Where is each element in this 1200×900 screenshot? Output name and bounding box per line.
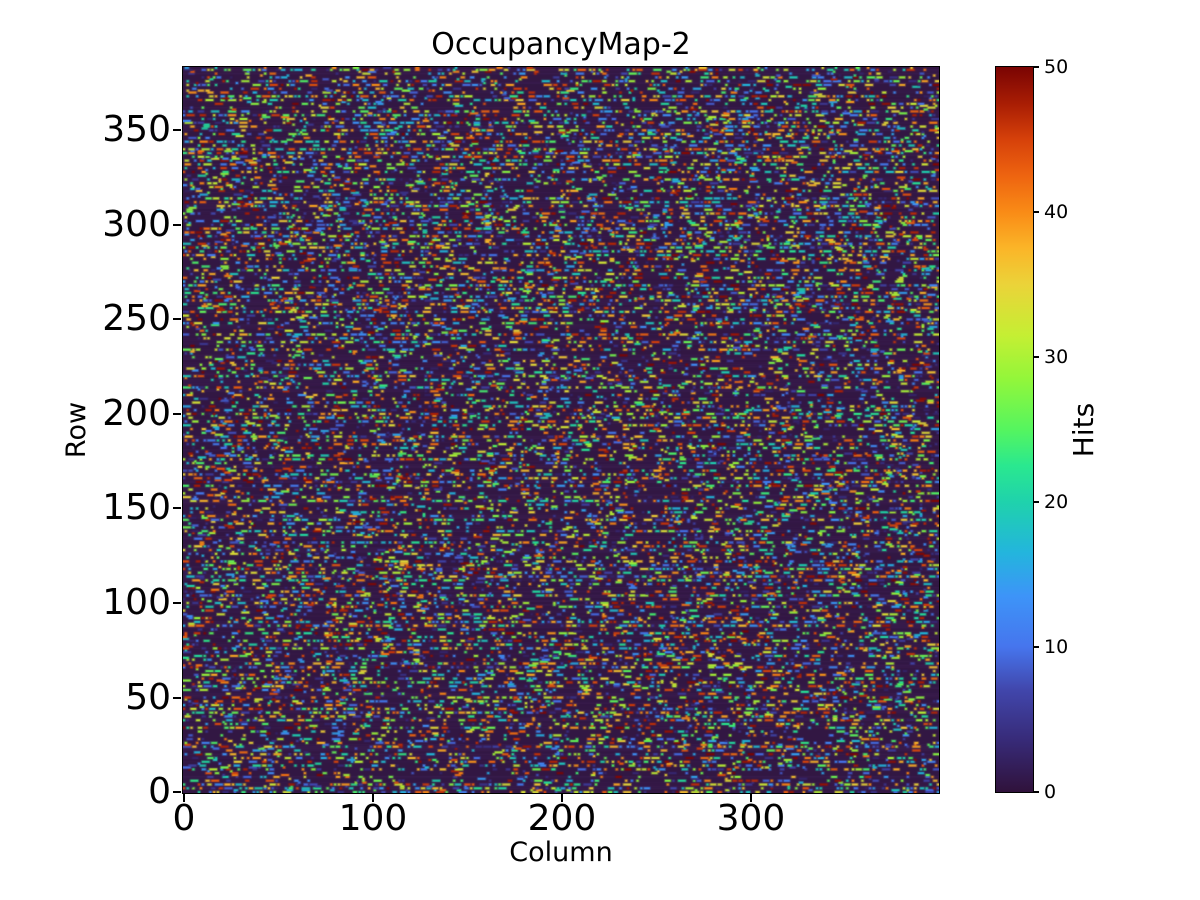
x-axis-label: Column xyxy=(509,837,613,868)
colorbar-tick-label: 30 xyxy=(1044,346,1069,368)
x-tick-label: 200 xyxy=(527,798,597,839)
occupancy-heatmap-canvas xyxy=(183,67,939,793)
y-tick-mark xyxy=(173,696,181,699)
y-tick-label: 250 xyxy=(102,298,171,340)
colorbar-tick-label: 0 xyxy=(1044,781,1057,803)
colorbar xyxy=(995,66,1034,793)
x-tick-mark xyxy=(182,794,185,802)
colorbar-label: Hits xyxy=(1067,402,1100,458)
colorbar-tick-label: 10 xyxy=(1044,636,1069,658)
heatmap-frame xyxy=(182,66,940,794)
x-tick-mark xyxy=(371,794,374,802)
x-tick-mark xyxy=(749,794,752,802)
y-tick-label: 200 xyxy=(102,392,171,434)
y-tick-label: 0 xyxy=(148,771,171,813)
colorbar-tick-mark xyxy=(1034,356,1039,358)
colorbar-tick-mark xyxy=(1034,211,1039,213)
y-tick-mark xyxy=(173,601,181,604)
x-tick-label: 100 xyxy=(338,798,408,839)
x-tick-mark xyxy=(560,794,563,802)
x-tick-label: 0 xyxy=(172,798,196,839)
colorbar-tick-mark xyxy=(1034,66,1039,68)
x-tick-label: 300 xyxy=(716,798,786,839)
y-tick-label: 150 xyxy=(102,487,171,529)
y-tick-mark xyxy=(173,318,181,321)
colorbar-tick-mark xyxy=(1034,646,1039,648)
y-tick-mark xyxy=(173,791,181,794)
y-tick-mark xyxy=(173,223,181,226)
colorbar-tick-label: 40 xyxy=(1044,201,1069,223)
y-tick-mark xyxy=(173,412,181,415)
chart-title: OccupancyMap-2 xyxy=(431,27,691,62)
colorbar-tick-label: 20 xyxy=(1044,491,1069,513)
y-tick-mark xyxy=(173,129,181,132)
y-tick-label: 50 xyxy=(125,676,171,718)
y-tick-label: 100 xyxy=(102,581,171,623)
colorbar-tick-mark xyxy=(1034,791,1039,793)
y-tick-mark xyxy=(173,507,181,510)
y-tick-label: 300 xyxy=(102,203,171,245)
colorbar-tick-label: 50 xyxy=(1044,56,1069,78)
colorbar-tick-mark xyxy=(1034,501,1039,503)
y-tick-label: 350 xyxy=(102,109,171,151)
